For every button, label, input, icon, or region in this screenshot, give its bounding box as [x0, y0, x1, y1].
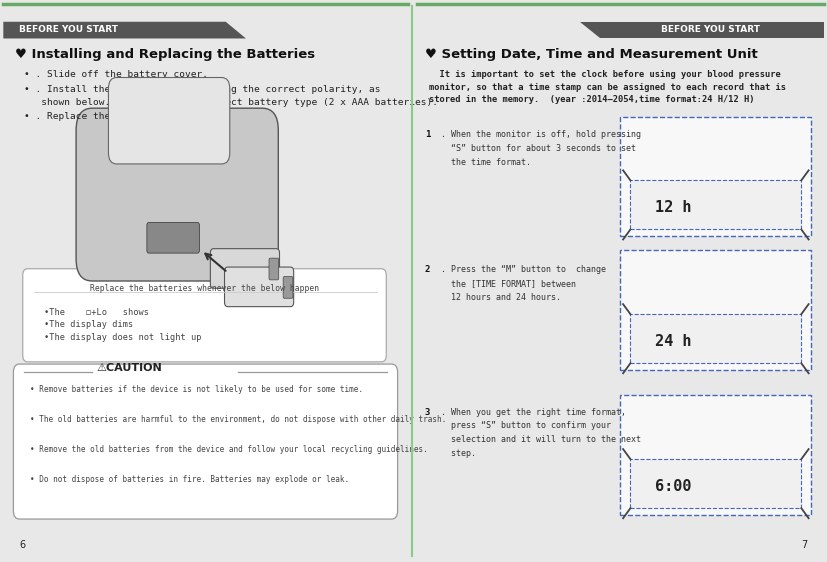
FancyBboxPatch shape	[224, 267, 294, 307]
Text: “S” button for about 3 seconds to set: “S” button for about 3 seconds to set	[442, 144, 636, 153]
Text: •The display dims: •The display dims	[44, 320, 133, 329]
Text: • . Replace the cover.: • . Replace the cover.	[23, 111, 150, 120]
Text: step.: step.	[442, 450, 476, 459]
FancyBboxPatch shape	[630, 459, 801, 508]
Text: 6:00: 6:00	[655, 479, 691, 493]
Text: monitor, so that a time stamp can be assigned to each record that is: monitor, so that a time stamp can be ass…	[429, 83, 786, 92]
Text: selection and it will turn to the next: selection and it will turn to the next	[442, 436, 641, 445]
FancyBboxPatch shape	[22, 269, 386, 362]
FancyBboxPatch shape	[13, 364, 398, 519]
Text: 6: 6	[20, 540, 26, 550]
FancyBboxPatch shape	[620, 395, 811, 515]
Text: 12 h: 12 h	[655, 200, 691, 215]
FancyBboxPatch shape	[630, 180, 801, 229]
FancyBboxPatch shape	[630, 314, 801, 363]
Text: ♥ Setting Date, Time and Measurement Unit: ♥ Setting Date, Time and Measurement Uni…	[425, 48, 758, 61]
FancyBboxPatch shape	[108, 78, 230, 164]
Text: • Remove the old batteries from the device and follow your local recycling guide: • Remove the old batteries from the devi…	[30, 445, 428, 454]
FancyBboxPatch shape	[283, 277, 293, 298]
Text: BEFORE YOU START: BEFORE YOU START	[20, 25, 118, 34]
Text: • . Slide off the battery cover.: • . Slide off the battery cover.	[23, 70, 208, 79]
Text: • . Install the batteries by matching the correct polarity, as: • . Install the batteries by matching th…	[23, 85, 380, 94]
Text: ♥ Installing and Replacing the Batteries: ♥ Installing and Replacing the Batteries	[16, 48, 316, 61]
Text: •The    ◻+Lo   shows: •The ◻+Lo shows	[44, 308, 149, 317]
Text: press “S” button to confirm your: press “S” button to confirm your	[442, 422, 611, 430]
Text: • Do not dispose of batteries in fire. Batteries may explode or leak.: • Do not dispose of batteries in fire. B…	[30, 475, 349, 484]
FancyBboxPatch shape	[210, 248, 280, 288]
FancyBboxPatch shape	[269, 258, 279, 280]
Text: the time format.: the time format.	[442, 158, 531, 167]
Polygon shape	[3, 22, 246, 38]
Text: • The old batteries are harmful to the environment, do not dispose with other da: • The old batteries are harmful to the e…	[30, 415, 446, 424]
Text: It is important to set the clock before using your blood pressure: It is important to set the clock before …	[429, 70, 781, 79]
Text: . When you get the right time format,: . When you get the right time format,	[442, 407, 626, 416]
Text: •The display does not light up: •The display does not light up	[44, 333, 201, 342]
Text: . When the monitor is off, hold pressing: . When the monitor is off, hold pressing	[442, 130, 641, 139]
Text: 7: 7	[801, 540, 807, 550]
Text: ⚠CAUTION: ⚠CAUTION	[96, 363, 162, 373]
Text: shown below. Always use the correct battery type (2 x AAA batteries).: shown below. Always use the correct batt…	[23, 98, 437, 107]
Text: 12 hours and 24 hours.: 12 hours and 24 hours.	[442, 293, 562, 302]
FancyBboxPatch shape	[620, 250, 811, 370]
Text: 2: 2	[425, 265, 430, 274]
Text: 3: 3	[425, 407, 430, 416]
FancyBboxPatch shape	[76, 108, 279, 281]
Text: the [TIME FORMAT] between: the [TIME FORMAT] between	[442, 279, 576, 288]
Text: stored in the memory.  (year :2014—2054,time format:24 H/12 H): stored in the memory. (year :2014—2054,t…	[429, 96, 754, 105]
Text: 24 h: 24 h	[655, 334, 691, 348]
Text: • Remove batteries if the device is not likely to be used for some time.: • Remove batteries if the device is not …	[30, 385, 362, 394]
FancyBboxPatch shape	[620, 116, 811, 237]
FancyBboxPatch shape	[147, 223, 199, 253]
Text: 1: 1	[425, 130, 430, 139]
Text: Replace the batteries whenever the below happen: Replace the batteries whenever the below…	[90, 284, 319, 293]
Text: BEFORE YOU START: BEFORE YOU START	[661, 25, 760, 34]
Polygon shape	[580, 22, 824, 38]
Text: . Press the “M” button to  change: . Press the “M” button to change	[442, 265, 606, 274]
